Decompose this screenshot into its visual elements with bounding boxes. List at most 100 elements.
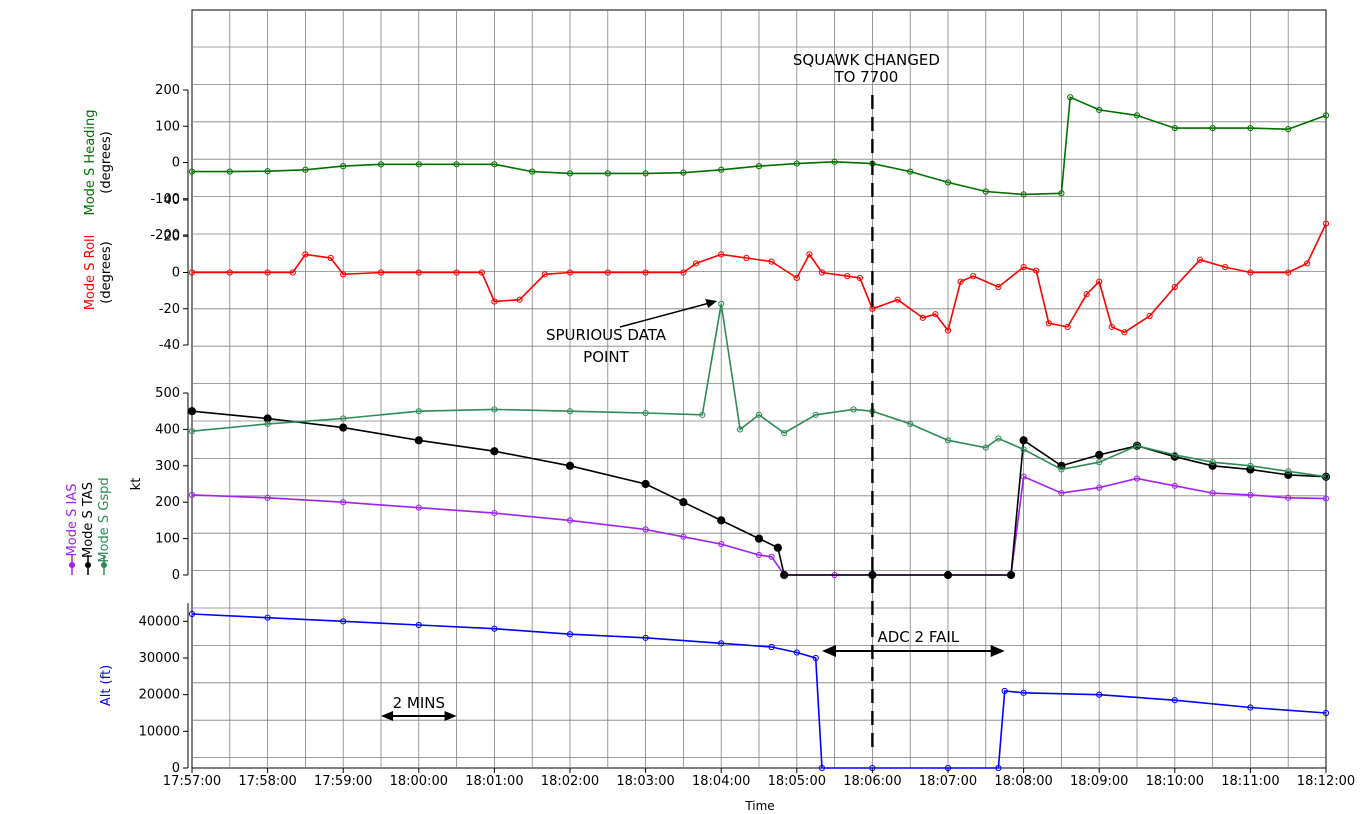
speed-series-point — [1247, 491, 1254, 499]
speed-series-point — [642, 526, 649, 533]
x-tick-label: 18:09:00 — [1070, 774, 1128, 789]
speed-y-tick-label: 100 — [155, 532, 180, 547]
roll-series-point — [995, 283, 1002, 291]
speed-series-point — [982, 444, 989, 451]
roll-series-line — [192, 223, 1327, 334]
speed-series-point — [1096, 459, 1103, 466]
speed-series-point — [737, 426, 744, 433]
adc-annotation-text: ADC 2 FAIL — [878, 628, 960, 646]
heading-series-point — [982, 188, 989, 195]
speed-series-point — [491, 510, 498, 517]
roll-series-point — [818, 269, 826, 276]
heading-series-point — [1285, 126, 1292, 133]
roll-y-tick-label: -40 — [159, 338, 180, 353]
roll-series-point — [768, 258, 775, 265]
alt-series-point — [1001, 687, 1008, 695]
speed-series-point — [565, 461, 575, 470]
roll-y-axis-label: (degrees) — [99, 241, 114, 303]
heading-y-tick-label: -200 — [150, 228, 180, 243]
heading-series-point — [1171, 124, 1178, 132]
alt-series-point — [793, 649, 800, 656]
heading-y-tick-label: -100 — [150, 192, 180, 207]
speed-series-point — [566, 517, 574, 524]
heading-series-point — [604, 170, 611, 177]
speed-series-point — [340, 499, 347, 506]
roll-series-point — [957, 278, 964, 285]
heading-series-point — [226, 168, 233, 175]
heading-series-point — [642, 170, 649, 177]
x-tick-label: 17:58:00 — [238, 774, 296, 789]
roll-series-point — [415, 269, 422, 276]
alt-y-tick-label: 10000 — [139, 724, 180, 739]
speed-series-point — [850, 406, 857, 413]
speed-series-point — [812, 411, 819, 418]
roll-series-point — [264, 269, 271, 276]
heading-series-point — [1020, 191, 1027, 198]
speed-series-point — [339, 423, 348, 432]
roll-series-point — [516, 296, 523, 303]
speed-series-point — [755, 411, 763, 418]
series-layer — [187, 94, 1331, 772]
adc-arrowhead-right — [990, 645, 1005, 657]
speed-y-tick-label: 0 — [172, 568, 180, 583]
speed-series-point — [1020, 446, 1027, 453]
roll-series-point — [1020, 263, 1027, 271]
x-tick-label: 18:04:00 — [692, 774, 750, 789]
alt-y-tick-label: 0 — [172, 761, 180, 776]
x-tick-label: 18:00:00 — [390, 774, 448, 789]
alt-series-point — [1247, 704, 1254, 711]
roll-y-tick-label: 0 — [172, 266, 180, 281]
roll-series-point — [1171, 283, 1178, 291]
speed-series-line — [191, 410, 1327, 576]
heading-y-axis-label: Mode S Heading — [83, 109, 98, 215]
speed-series-point — [718, 300, 725, 307]
roll-series-point — [718, 251, 725, 258]
speed-series-point — [1285, 468, 1292, 475]
roll-series-point — [1096, 278, 1103, 285]
speed-series-point — [780, 570, 789, 580]
speed-series-point — [1019, 436, 1028, 445]
spurious-arrowhead — [705, 299, 718, 308]
legend-label: Mode S TAS — [81, 482, 96, 558]
roll-series-point — [844, 273, 851, 280]
roll-series-point — [302, 251, 309, 258]
speed-series-line — [191, 303, 1327, 478]
alt-series-point — [718, 640, 725, 647]
alt-series-point — [812, 654, 819, 662]
speed-series-point — [944, 437, 952, 444]
heading-series-point — [377, 161, 385, 168]
roll-series-point — [453, 269, 460, 276]
heading-y-tick-label: 100 — [155, 119, 180, 134]
x-tick-label: 18:05:00 — [768, 774, 826, 789]
speed-series-point — [995, 435, 1002, 442]
roll-series-point — [970, 273, 977, 280]
roll-series-point — [327, 254, 334, 262]
heading-series-point — [453, 161, 460, 168]
speed-series-point — [1247, 462, 1254, 469]
alt-series-point — [1096, 691, 1103, 698]
heading-series-point — [264, 168, 271, 175]
heading-series-point — [907, 168, 914, 175]
heading-series-point — [340, 163, 347, 170]
speed-series-point — [491, 406, 498, 413]
speed-series-point — [754, 534, 764, 543]
speed-series-point — [943, 570, 953, 580]
roll-series-point — [894, 296, 901, 303]
speed-series-point — [1058, 490, 1065, 497]
x-axis-label: Time — [744, 799, 774, 813]
alt-series-line — [191, 613, 1327, 769]
alt-series-point — [1171, 697, 1178, 704]
alt-series-point — [491, 625, 498, 632]
roll-series-point — [604, 269, 611, 276]
roll-series-point — [1222, 263, 1229, 271]
heading-series-point — [831, 158, 838, 165]
roll-series-point — [743, 254, 750, 262]
alt-y-tick-label: 40000 — [139, 614, 180, 629]
legend-label: Mode S Gspd — [97, 477, 112, 562]
adc-arrowhead-left — [822, 645, 836, 657]
roll-series-point — [1196, 256, 1204, 263]
x-tick-label: 18:08:00 — [994, 774, 1052, 789]
roll-series-point — [806, 251, 813, 258]
alt-y-tick-label: 20000 — [139, 688, 180, 703]
